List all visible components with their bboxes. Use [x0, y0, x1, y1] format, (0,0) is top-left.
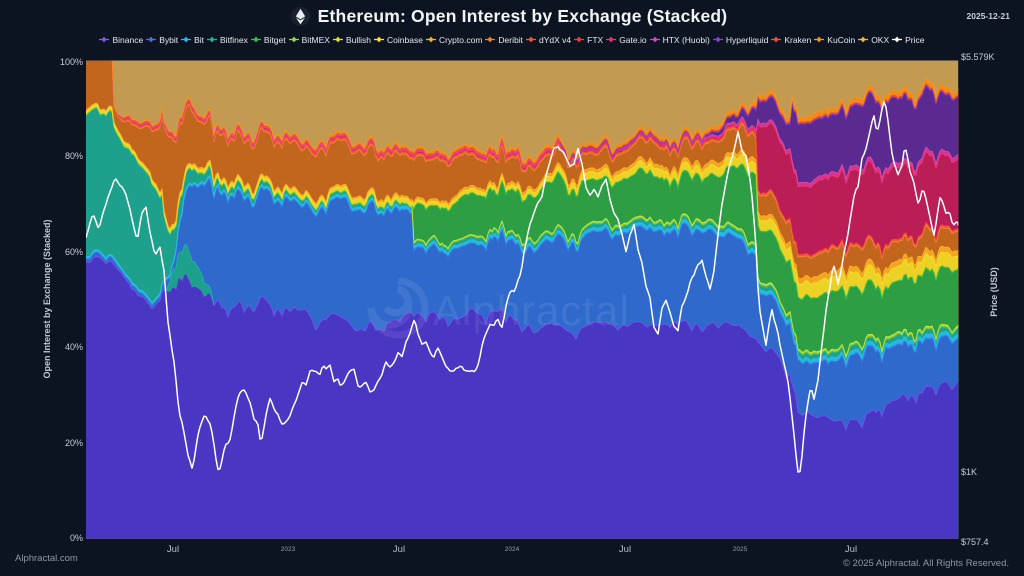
svg-text:Alphractal: Alphractal	[433, 287, 630, 334]
